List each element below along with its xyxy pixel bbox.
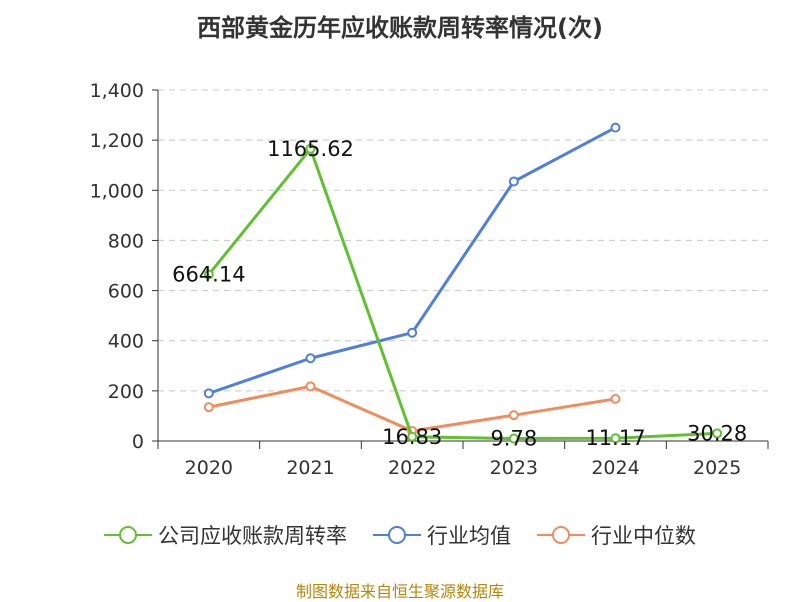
- data-label: 9.78: [490, 427, 537, 451]
- data-point: [508, 433, 519, 444]
- y-tick-label: 1,400: [90, 80, 144, 102]
- data-point: [508, 176, 519, 187]
- legend-company-label: 公司应收账款周转率: [158, 524, 347, 548]
- y-tick-label: 1,000: [90, 180, 144, 202]
- grid-lines: [158, 89, 768, 392]
- legend-median-label: 行业中位数: [591, 524, 696, 548]
- data-label: 30.28: [687, 421, 747, 445]
- series-line: [208, 126, 617, 395]
- y-tick-label: 200: [108, 381, 144, 403]
- legend-item-company[interactable]: 公司应收账款周转率: [104, 520, 347, 550]
- data-point: [407, 327, 418, 338]
- data-point: [508, 410, 519, 421]
- data-point: [610, 122, 621, 133]
- legend: 公司应收账款周转率 行业均值 行业中位数: [0, 520, 800, 550]
- legend-mean-label: 行业均值: [427, 524, 511, 548]
- data-point: [305, 143, 316, 154]
- chart-title: 西部黄金历年应收账款周转率情况(次): [197, 14, 603, 42]
- legend-item-industry-mean[interactable]: 行业均值: [373, 520, 511, 550]
- data-point: [203, 269, 214, 280]
- y-tick-label: 400: [108, 331, 144, 353]
- data-label: 1165.62: [267, 137, 354, 161]
- x-tick-label: 2021: [286, 457, 334, 479]
- axes: 0 200 400 600 800 1,000 1,200 1,400 2020 2021 2022…: [90, 80, 769, 479]
- data-point: [407, 431, 418, 442]
- x-tick-label: 2024: [591, 457, 639, 479]
- series-line: [207, 147, 718, 441]
- legend-item-industry-median[interactable]: 行业中位数: [537, 520, 696, 550]
- data-point: [203, 388, 214, 399]
- data-label: 16.83: [382, 425, 442, 449]
- data-labels: 664.14 1165.62 16.83 9.78 11.17 30.28: [172, 137, 747, 451]
- data-point: [305, 353, 316, 364]
- series-lines: [203, 122, 723, 444]
- legend-median-icon: [537, 526, 585, 544]
- y-tick-label: 0: [132, 431, 144, 453]
- data-point: [610, 433, 621, 444]
- legend-mean-icon: [373, 526, 421, 544]
- legend-company-icon: [104, 526, 152, 544]
- data-label: 664.14: [172, 262, 245, 286]
- data-label: 11.17: [585, 426, 645, 450]
- data-point: [610, 393, 621, 404]
- data-point: [305, 381, 316, 392]
- source-footer: 制图数据来自恒生聚源数据库: [295, 582, 504, 601]
- data-point: [712, 428, 723, 439]
- x-tick-label: 2025: [693, 457, 741, 479]
- data-point: [203, 402, 214, 413]
- y-tick-label: 1,200: [90, 130, 144, 152]
- x-tick-label: 2022: [388, 457, 436, 479]
- y-tick-label: 800: [108, 230, 144, 252]
- y-tick-label: 600: [108, 281, 144, 303]
- x-tick-label: 2020: [185, 457, 233, 479]
- x-tick-label: 2023: [490, 457, 538, 479]
